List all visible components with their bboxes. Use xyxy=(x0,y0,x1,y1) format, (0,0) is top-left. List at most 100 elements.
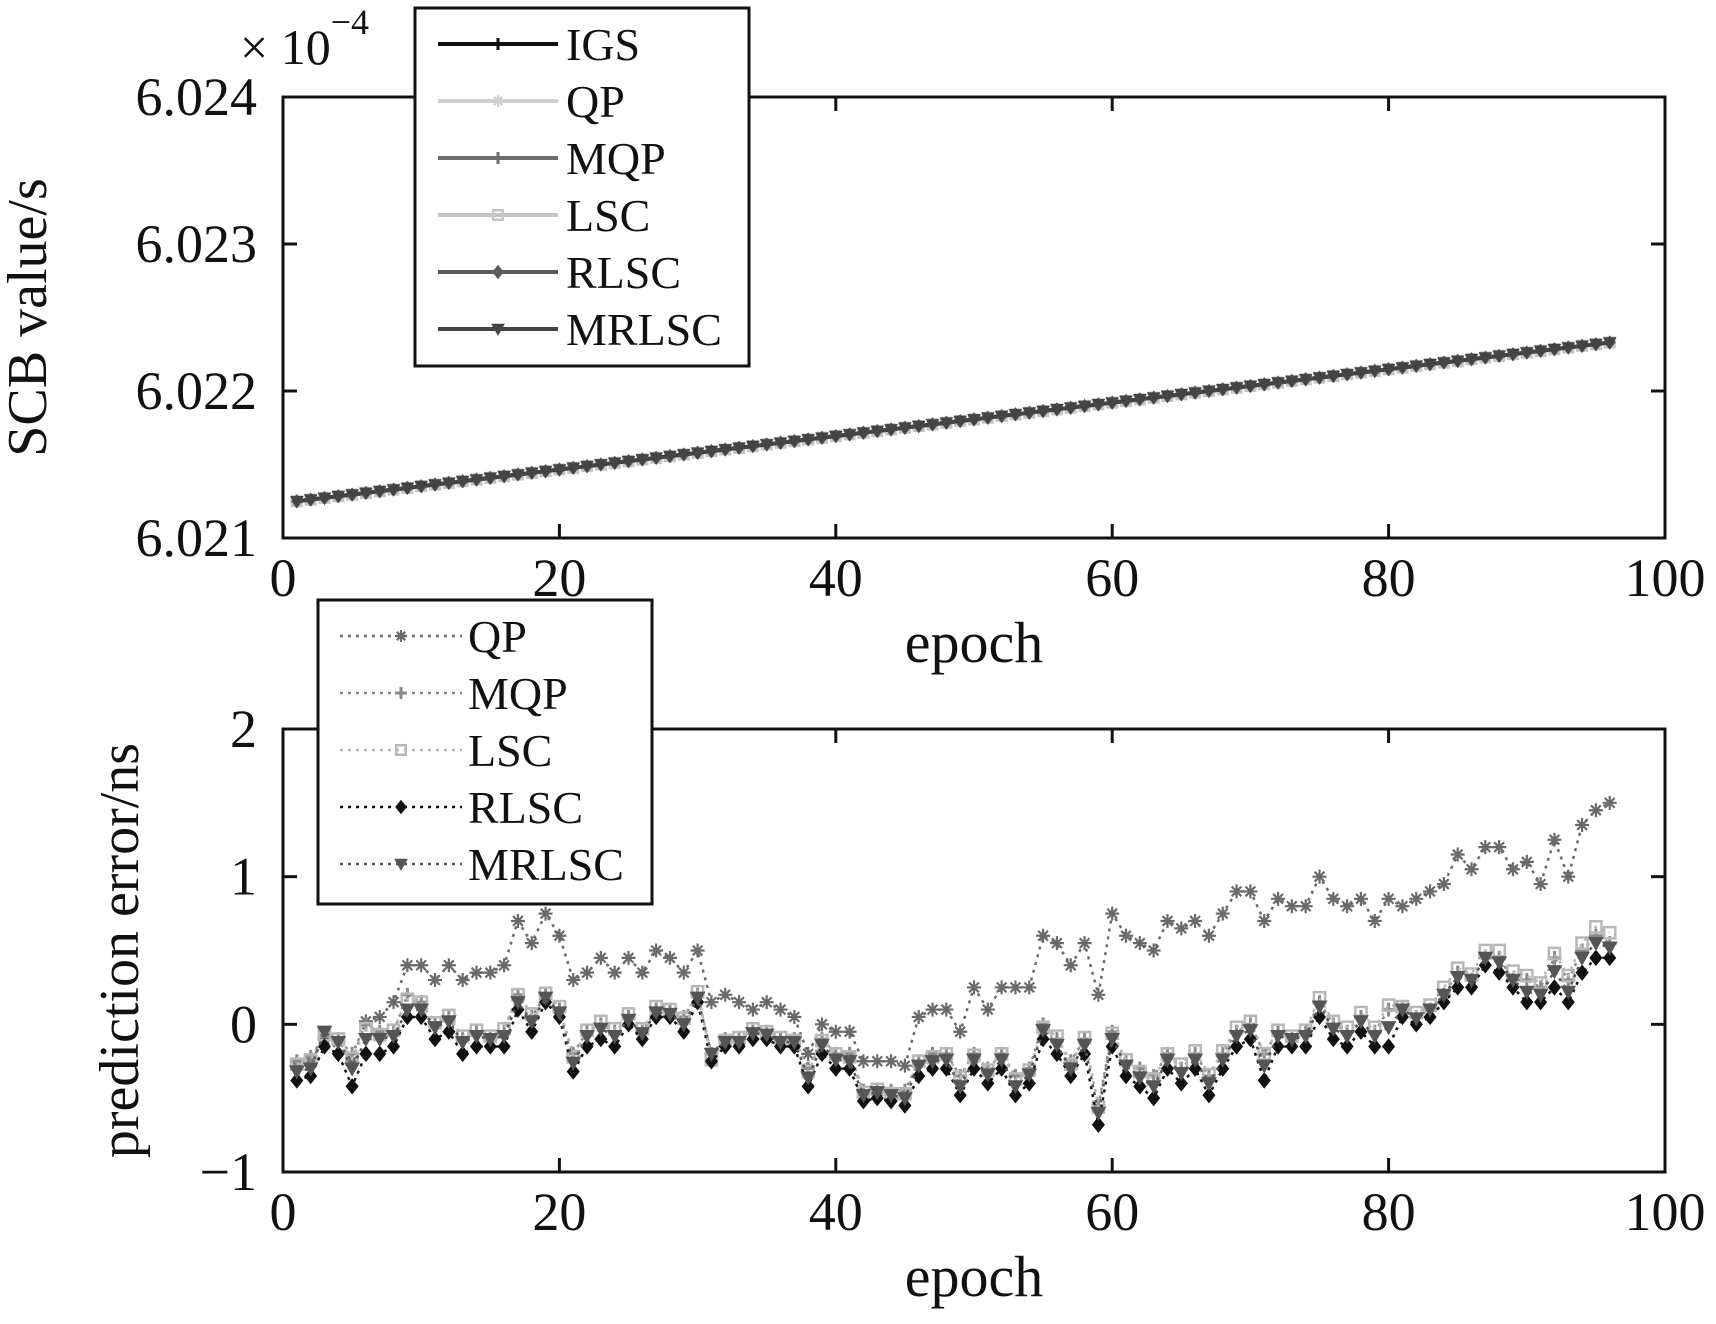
data-point xyxy=(1491,956,1508,971)
data-point xyxy=(898,422,912,435)
data-point xyxy=(345,1054,360,1069)
data-point xyxy=(565,1056,582,1071)
data-point xyxy=(523,1015,540,1030)
data-point xyxy=(413,1003,430,1018)
data-point xyxy=(1133,1078,1147,1095)
data-point xyxy=(1561,869,1576,884)
data-point xyxy=(786,1035,803,1051)
data-point xyxy=(607,965,622,980)
data-point xyxy=(634,1027,651,1042)
data-point xyxy=(1492,840,1507,855)
data-point xyxy=(1464,353,1479,367)
data-point xyxy=(594,459,608,472)
legend-marker xyxy=(492,152,504,164)
data-point xyxy=(1408,1012,1425,1027)
data-point xyxy=(469,1038,484,1055)
data-point xyxy=(428,479,442,492)
data-point xyxy=(1519,347,1534,360)
legend-label: QP xyxy=(468,611,527,662)
data-point xyxy=(580,1038,594,1055)
plot-frame xyxy=(281,95,1667,540)
data-point xyxy=(1353,1015,1369,1030)
data-point xyxy=(1256,1059,1273,1074)
data-point xyxy=(952,1080,969,1095)
data-point xyxy=(441,958,456,973)
data-point xyxy=(981,1075,995,1092)
data-point xyxy=(925,419,940,432)
data-point xyxy=(1188,913,1203,928)
data-point xyxy=(1021,1068,1038,1083)
data-point xyxy=(1257,913,1272,928)
data-point xyxy=(593,1022,609,1037)
data-point xyxy=(897,1092,913,1107)
data-point xyxy=(1395,362,1410,375)
data-point xyxy=(649,943,664,958)
data-point xyxy=(1574,951,1590,966)
data-point xyxy=(1131,1071,1148,1086)
data-point xyxy=(967,414,981,427)
data-point xyxy=(648,1006,664,1021)
data-point xyxy=(1091,987,1106,1002)
data-point xyxy=(469,965,484,980)
data-point xyxy=(1589,920,1603,934)
data-point xyxy=(1050,404,1064,417)
x-tick-label: 0 xyxy=(270,548,297,608)
legend-label: QP xyxy=(566,76,625,127)
plot-frame xyxy=(281,727,1667,1174)
legend-marker xyxy=(395,630,407,642)
data-point xyxy=(330,1035,347,1051)
data-point xyxy=(911,1009,926,1024)
data-point xyxy=(303,494,318,507)
y-tick-label: 1 xyxy=(230,847,257,907)
data-point xyxy=(1505,862,1520,877)
data-point xyxy=(290,1072,304,1089)
data-point xyxy=(1104,1033,1121,1048)
data-point xyxy=(1091,1116,1105,1133)
data-point xyxy=(1340,899,1355,914)
data-point xyxy=(1063,402,1078,415)
data-point xyxy=(371,1033,388,1048)
data-point xyxy=(1105,397,1120,410)
y-tick-label: 6.024 xyxy=(136,67,258,127)
data-point xyxy=(924,1055,941,1070)
data-point xyxy=(1188,387,1202,400)
y-axis-label: prediction error/ns xyxy=(89,743,151,1158)
data-point xyxy=(399,1003,416,1018)
data-point xyxy=(1450,355,1465,368)
data-point xyxy=(772,1035,789,1051)
x-tick-label: 60 xyxy=(1085,548,1139,608)
data-point xyxy=(1229,382,1244,395)
data-point xyxy=(842,1024,857,1039)
data-point xyxy=(773,1002,788,1017)
x-tick-label: 60 xyxy=(1085,1182,1139,1242)
data-point xyxy=(1450,847,1465,862)
data-point xyxy=(359,1045,373,1063)
data-point xyxy=(1022,407,1037,420)
data-point xyxy=(1326,891,1341,906)
data-point xyxy=(1284,1033,1300,1048)
data-point xyxy=(912,1067,926,1085)
legend-label: MRLSC xyxy=(468,839,624,890)
data-point xyxy=(621,455,636,469)
data-point xyxy=(1008,409,1023,422)
legend-marker xyxy=(395,799,407,815)
data-point xyxy=(497,1038,511,1055)
data-point xyxy=(1105,906,1120,921)
data-point xyxy=(1546,965,1563,980)
data-point xyxy=(1478,352,1493,365)
data-point xyxy=(690,447,705,460)
data-point xyxy=(345,489,359,502)
legend-label: MQP xyxy=(468,668,568,719)
data-point xyxy=(316,1025,333,1040)
data-point xyxy=(1532,988,1549,1003)
legend-box xyxy=(316,598,654,906)
data-point xyxy=(1312,372,1327,385)
y-tick-label: 2 xyxy=(230,699,257,759)
data-point xyxy=(1561,342,1576,355)
data-point xyxy=(717,1035,734,1051)
data-point xyxy=(440,1015,457,1030)
legend-label: IGS xyxy=(566,19,640,70)
data-point xyxy=(1422,1003,1438,1018)
data-point xyxy=(456,1045,470,1063)
data-point xyxy=(1146,392,1161,405)
